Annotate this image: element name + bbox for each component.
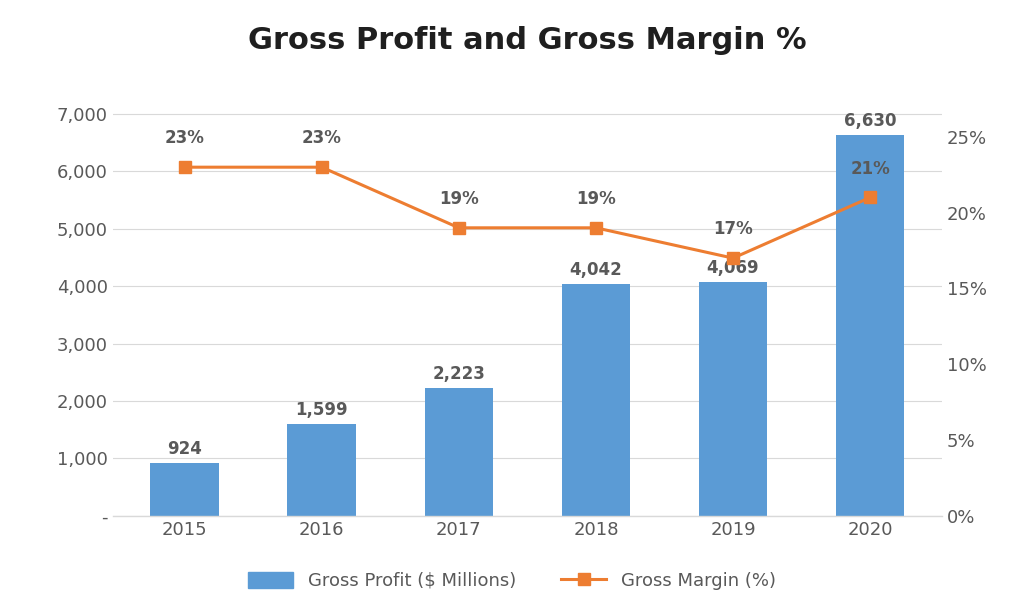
Bar: [561, 284, 630, 516]
Title: Gross Profit and Gross Margin %: Gross Profit and Gross Margin %: [248, 26, 807, 55]
Text: 2,223: 2,223: [432, 365, 485, 383]
Text: 4,042: 4,042: [569, 260, 623, 279]
Text: 19%: 19%: [439, 190, 478, 208]
Text: 23%: 23%: [302, 130, 342, 147]
Bar: [151, 463, 219, 516]
Text: 17%: 17%: [713, 220, 753, 238]
Text: 1,599: 1,599: [295, 401, 348, 419]
Text: 21%: 21%: [850, 160, 890, 178]
Bar: [288, 424, 356, 516]
Bar: [425, 388, 494, 516]
Text: 19%: 19%: [577, 190, 615, 208]
Text: 23%: 23%: [165, 130, 205, 147]
Text: 924: 924: [167, 440, 202, 457]
Text: 6,630: 6,630: [844, 112, 896, 130]
Text: 4,069: 4,069: [707, 259, 760, 277]
Bar: [698, 282, 767, 516]
Bar: [836, 135, 904, 516]
Legend: Gross Profit ($ Millions), Gross Margin (%): Gross Profit ($ Millions), Gross Margin …: [240, 562, 784, 599]
